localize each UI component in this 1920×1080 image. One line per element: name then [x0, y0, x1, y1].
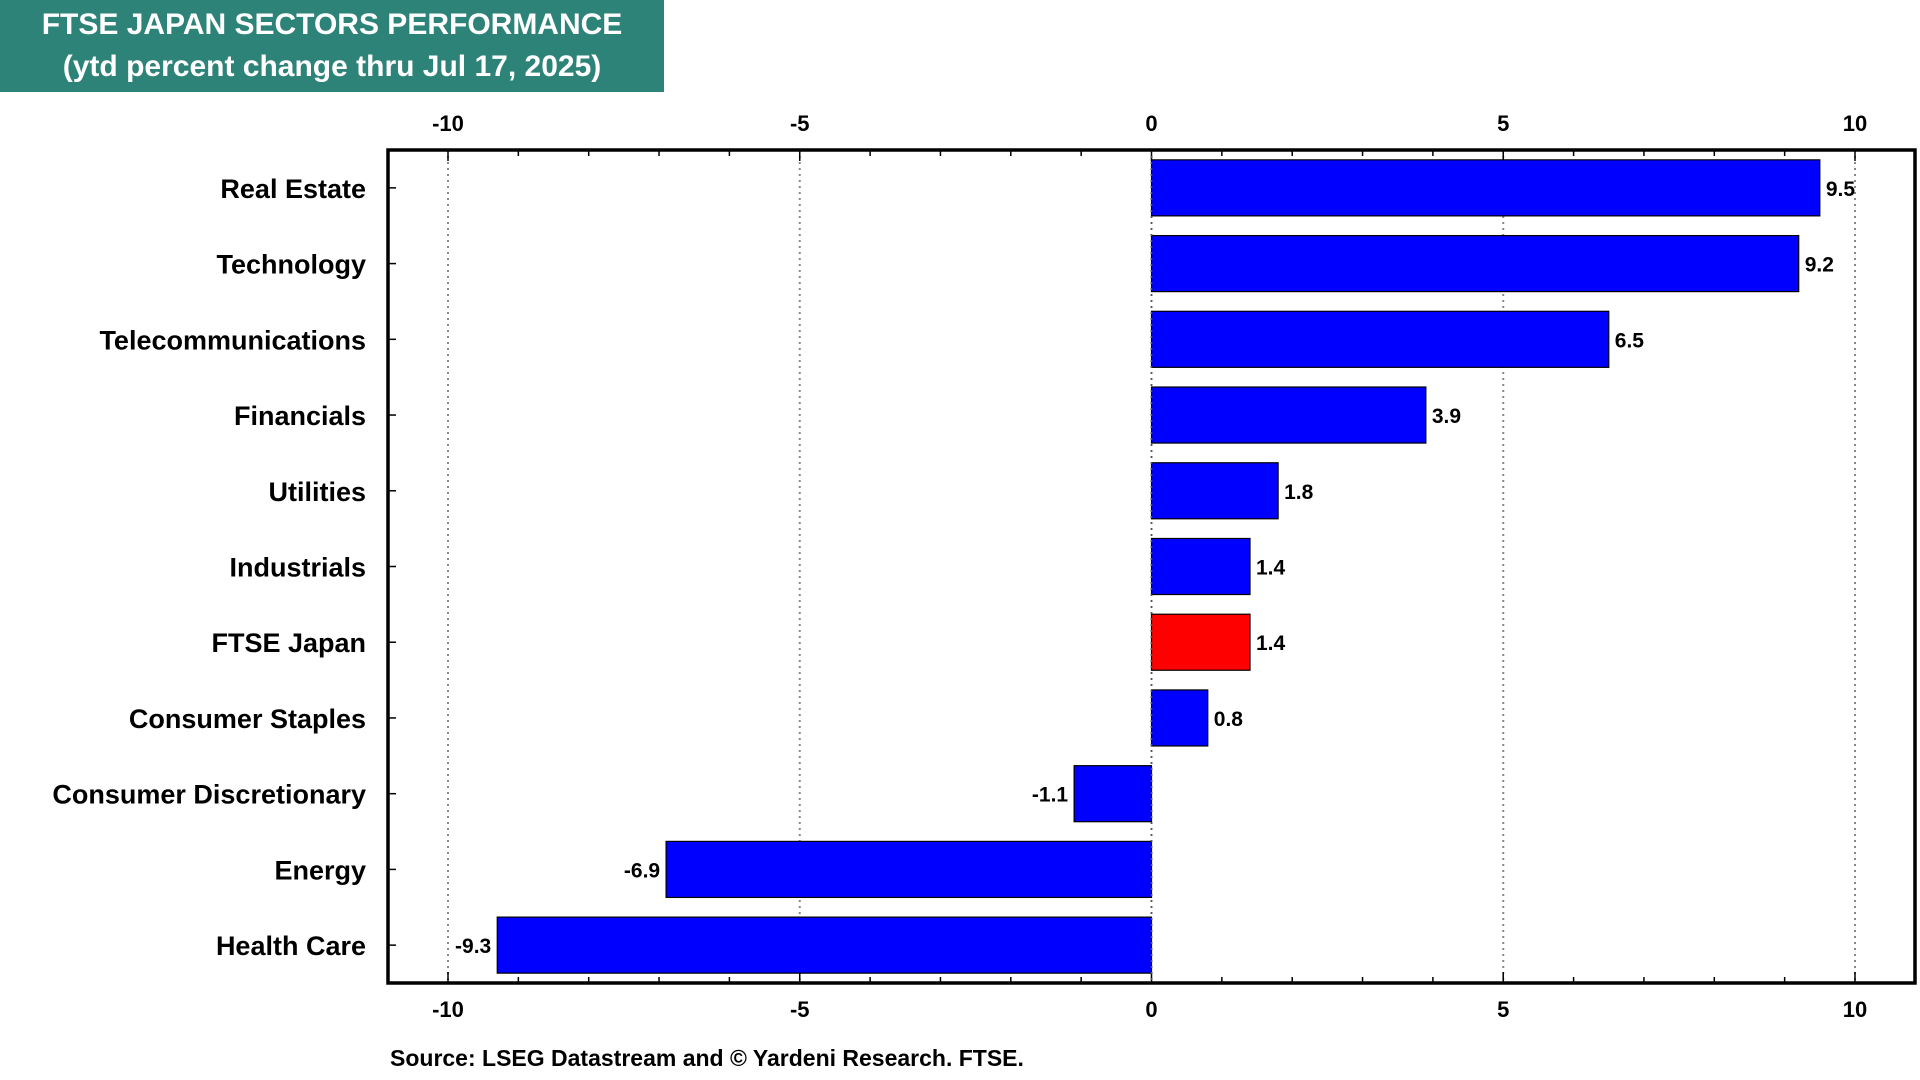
- data-label-1: 9.2: [1805, 254, 1834, 277]
- category-label-5: Industrials: [229, 553, 366, 583]
- category-label-4: Utilities: [268, 477, 366, 507]
- data-label-0: 9.5: [1826, 178, 1856, 201]
- x-tick-label-top-2: 0: [1145, 111, 1157, 136]
- category-label-2: Telecommunications: [99, 325, 366, 355]
- category-label-6: FTSE Japan: [211, 628, 366, 658]
- bar-8: [1073, 765, 1153, 823]
- data-label-8: -1.1: [1032, 784, 1069, 807]
- bar-6: [1150, 613, 1251, 671]
- bar-3: [1150, 386, 1427, 444]
- x-tick-label-bottom-1: -5: [790, 997, 810, 1022]
- category-label-1: Technology: [216, 250, 366, 280]
- category-label-8: Consumer Discretionary: [52, 780, 366, 810]
- data-label-9: -6.9: [624, 859, 660, 882]
- bar-10: [496, 916, 1153, 974]
- data-label-5: 1.4: [1256, 557, 1286, 580]
- x-tick-label-bottom-0: -10: [432, 997, 464, 1022]
- plot-frame: [386, 148, 1917, 985]
- data-label-2: 6.5: [1615, 329, 1645, 352]
- x-tick-label-bottom-4: 10: [1843, 997, 1867, 1022]
- data-label-3: 3.9: [1432, 405, 1461, 428]
- chart-title: FTSE JAPAN SECTORS PERFORMANCE (ytd perc…: [0, 0, 664, 92]
- data-label-10: -9.3: [455, 935, 491, 958]
- x-tick-label-top-0: -10: [432, 111, 464, 136]
- chart-title-line2: (ytd percent change thru Jul 17, 2025): [62, 50, 602, 83]
- x-tick-label-top-4: 10: [1843, 111, 1867, 136]
- category-label-10: Health Care: [216, 931, 366, 961]
- data-label-6: 1.4: [1256, 632, 1286, 655]
- bar-1: [1150, 234, 1800, 293]
- bar-2: [1150, 310, 1610, 368]
- category-label-0: Real Estate: [220, 174, 366, 204]
- category-label-7: Consumer Staples: [129, 704, 366, 734]
- bar-4: [1150, 462, 1279, 520]
- source-note: Source: LSEG Datastream and © Yardeni Re…: [390, 1045, 1024, 1071]
- bar-9: [665, 840, 1153, 899]
- data-label-4: 1.8: [1284, 481, 1314, 504]
- category-label-9: Energy: [274, 855, 366, 885]
- chart-title-line1: FTSE JAPAN SECTORS PERFORMANCE: [41, 8, 623, 41]
- bar-0: [1150, 159, 1821, 217]
- x-tick-label-bottom-3: 5: [1497, 997, 1509, 1022]
- x-tick-label-top-1: -5: [790, 111, 810, 136]
- bar-5: [1150, 537, 1251, 596]
- data-label-7: 0.8: [1214, 708, 1244, 731]
- bar-7: [1150, 689, 1209, 747]
- category-label-3: Financials: [234, 401, 366, 431]
- x-tick-label-bottom-2: 0: [1145, 997, 1157, 1022]
- x-tick-label-top-3: 5: [1497, 111, 1509, 136]
